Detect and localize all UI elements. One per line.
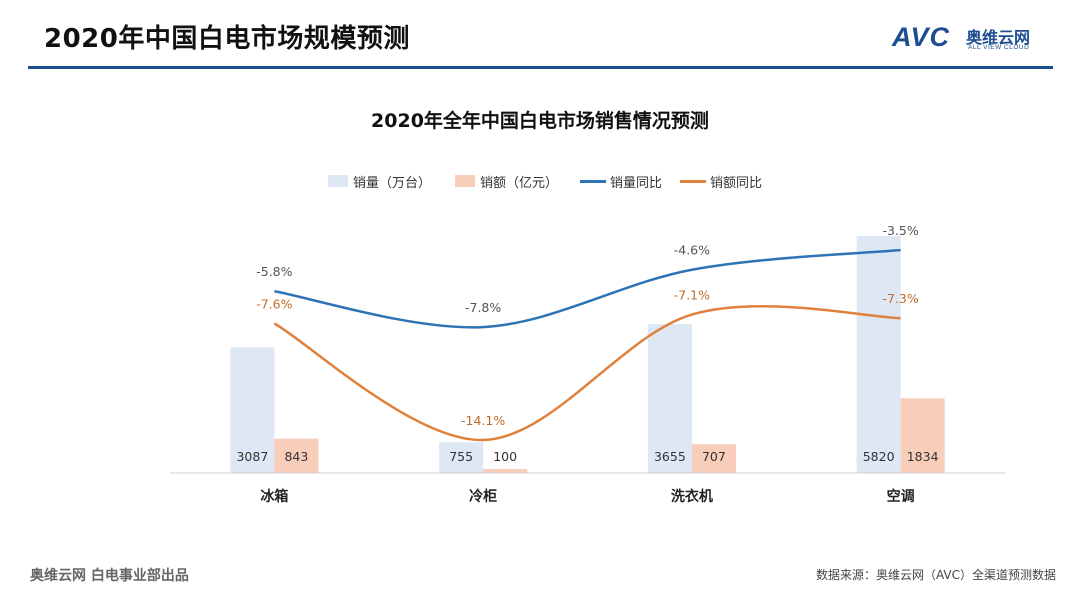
legend-swatch-volume bbox=[328, 175, 348, 187]
data-label-revenue: 1834 bbox=[907, 449, 939, 464]
data-label-volume: 3655 bbox=[654, 449, 686, 464]
data-label-revenue-yoy: -7.6% bbox=[256, 296, 292, 311]
legend-label-revenue: 销额（亿元） bbox=[480, 176, 559, 191]
data-label-volume-yoy: -4.6% bbox=[674, 243, 710, 258]
bar-volume bbox=[647, 324, 692, 473]
logo-chinese-name: 奥维云网 bbox=[966, 28, 1031, 47]
bar-volume bbox=[230, 347, 275, 473]
avc-logo: AVC 奥维云网 ALL VIEW CLOUD bbox=[892, 22, 1062, 56]
data-label-volume-yoy: -7.8% bbox=[465, 300, 501, 315]
bar-revenue bbox=[483, 468, 528, 473]
category-label: 空调 bbox=[887, 488, 915, 505]
data-label-revenue-yoy: -7.1% bbox=[674, 288, 710, 303]
legend-line-revenue-yoy bbox=[680, 180, 706, 183]
footer-source: 数据来源：奥维云网（AVC）全渠道预测数据 bbox=[815, 568, 1056, 582]
data-label-revenue: 843 bbox=[284, 449, 308, 464]
line-revenue-yoy bbox=[273, 305, 901, 442]
footer-publisher: 奥维云网 白电事业部出品 bbox=[30, 568, 189, 584]
legend-label-volume: 销量（万台） bbox=[353, 176, 432, 191]
logo-text: AVC bbox=[892, 22, 951, 52]
logo-english-name: ALL VIEW CLOUD bbox=[968, 44, 1030, 51]
title-divider bbox=[28, 66, 1053, 69]
data-label-volume: 5820 bbox=[863, 449, 895, 464]
data-label-volume-yoy: -3.5% bbox=[882, 223, 918, 238]
bar-revenue bbox=[691, 444, 736, 473]
data-label-revenue-yoy: -7.3% bbox=[882, 291, 918, 306]
bar-volume bbox=[856, 236, 901, 473]
chart-title: 2020年全年中国白电市场销售情况预测 bbox=[371, 110, 709, 132]
legend-label-revenue-yoy: 销额同比 bbox=[710, 176, 763, 191]
data-label-volume: 755 bbox=[449, 449, 473, 464]
legend-label-volume-yoy: 销量同比 bbox=[610, 176, 663, 191]
legend-swatch-revenue bbox=[455, 175, 475, 187]
bar-revenue bbox=[900, 398, 945, 473]
legend-line-volume-yoy bbox=[580, 180, 606, 183]
page-title: 2020年中国白电市场规模预测 bbox=[44, 24, 410, 54]
data-label-revenue: 707 bbox=[702, 449, 726, 464]
line-volume-yoy bbox=[274, 248, 901, 329]
data-label-revenue: 100 bbox=[493, 449, 517, 464]
data-label-volume: 3087 bbox=[236, 449, 268, 464]
category-label: 洗衣机 bbox=[671, 488, 713, 505]
bar-revenue bbox=[274, 438, 319, 473]
category-label: 冰箱 bbox=[260, 488, 288, 505]
category-label: 冷柜 bbox=[469, 488, 497, 505]
data-label-volume-yoy: -5.8% bbox=[256, 264, 292, 279]
bar-volume bbox=[439, 442, 484, 473]
data-label-revenue-yoy: -14.1% bbox=[461, 413, 505, 428]
